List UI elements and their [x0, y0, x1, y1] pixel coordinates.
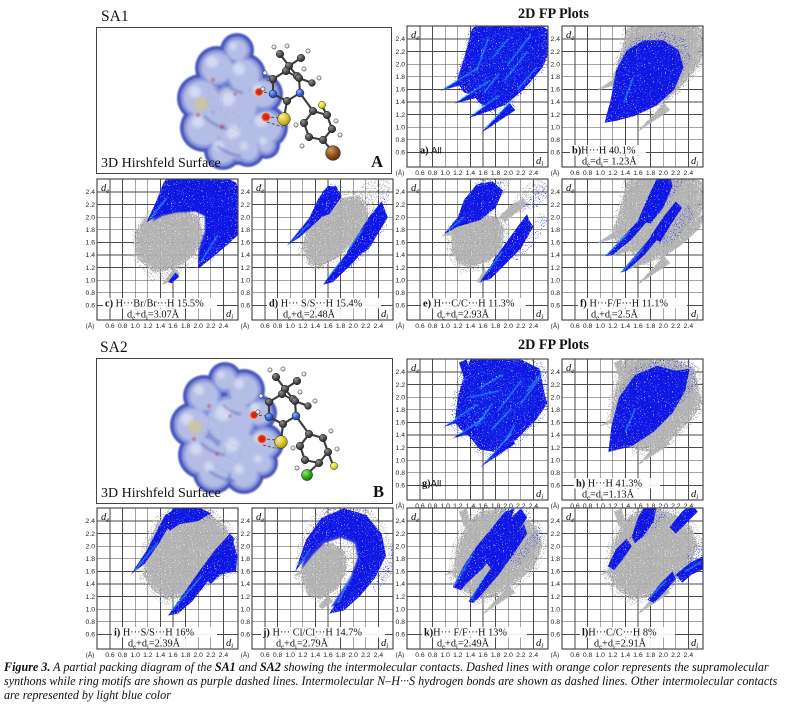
svg-text:de+di=2.93Å: de+di=2.93Å [437, 309, 490, 322]
svg-text:de=di=1.13Å: de=di=1.13Å [582, 488, 635, 501]
svg-text:de+di=2.39Å: de+di=2.39Å [128, 638, 181, 651]
svg-text:i) H···S/S···H 16%: i) H···S/S···H 16% [114, 627, 195, 638]
svg-text:j) H··· Cl/Cl···H 14.7%: j) H··· Cl/Cl···H 14.7% [262, 627, 362, 638]
svg-text:b)H···H 40.1%: b)H···H 40.1% [572, 145, 636, 156]
svg-text:de+di=2.5Å: de+di=2.5Å [591, 309, 639, 322]
svg-text:l)H···C/C···H 8%: l)H···C/C···H 8% [582, 627, 657, 638]
svg-text:e) H···C/C···H 11.3%: e) H···C/C···H 11.3% [423, 298, 515, 309]
svg-text:g)All: g)All [422, 478, 441, 489]
svg-text:f) H···F/F···H 11.1%: f) H···F/F···H 11.1% [580, 298, 668, 309]
svg-text:de+di=2.49Å: de+di=2.49Å [437, 638, 490, 651]
svg-text:k)H··· F/F···H 13%: k)H··· F/F···H 13% [424, 627, 507, 638]
svg-text:de+di=3.07Å: de+di=3.07Å [127, 309, 180, 322]
svg-text:de+di=2.91Å: de+di=2.91Å [594, 638, 647, 651]
svg-text:c) H···Br/Br···H 15.5%: c) H···Br/Br···H 15.5% [105, 298, 204, 309]
svg-text:de=di= 1.23Å: de=di= 1.23Å [582, 156, 637, 169]
svg-text:a) All: a) All [420, 145, 442, 156]
svg-text:d) H··· S/S···H 15.4%: d) H··· S/S···H 15.4% [269, 298, 363, 309]
svg-text:de+di=2.48Å: de+di=2.48Å [283, 309, 336, 322]
svg-text:h) H···H 41.3%: h) H···H 41.3% [576, 478, 642, 489]
svg-text:de+di=2.79Å: de+di=2.79Å [276, 638, 329, 651]
